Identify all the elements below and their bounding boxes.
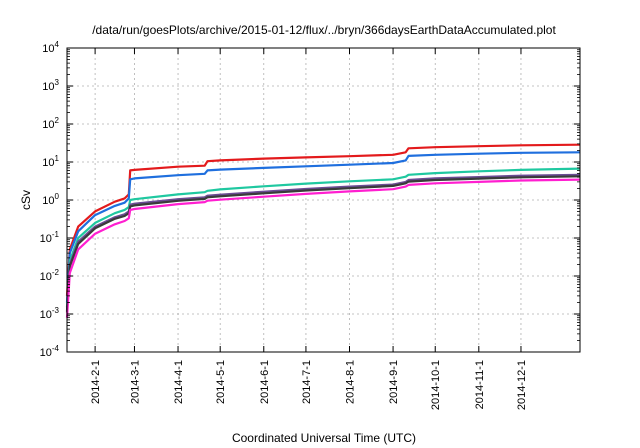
x-tick-label: 2014-6-1	[259, 360, 271, 404]
y-tick-label: 102	[42, 116, 59, 131]
y-tick-exponent: 2	[55, 116, 60, 125]
x-tick-label: 2014-4-1	[173, 360, 185, 404]
y-tick-base: 10	[40, 347, 52, 359]
y-tick-label: 103	[42, 78, 59, 93]
y-tick-exponent: 4	[55, 40, 60, 49]
series-line	[65, 143, 581, 296]
chart-title: /data/run/goesPlots/archive/2015-01-12/f…	[92, 23, 556, 37]
y-tick-exponent: 3	[55, 78, 60, 87]
y-tick-exponent: 1	[55, 154, 60, 163]
y-tick-base: 10	[42, 157, 54, 169]
series-line	[65, 167, 581, 308]
x-axis: 2014-2-1 2014-3-1 2014-4-1 2014-5-1 2014-6-1…	[90, 48, 528, 410]
y-tick-exponent: -1	[52, 230, 60, 239]
y-tick-base: 10	[42, 119, 54, 131]
y-tick-base: 10	[40, 233, 52, 245]
y-tick-label: 10-2	[40, 268, 60, 283]
series-line	[65, 151, 581, 303]
x-axis-label: Coordinated Universal Time (UTC)	[232, 431, 416, 445]
x-tick-label: 2014-2-1	[90, 360, 102, 404]
y-tick-base: 10	[42, 195, 54, 207]
y-tick-label: 10-4	[40, 344, 60, 359]
y-tick-exponent: -3	[52, 306, 60, 315]
series-line	[65, 175, 581, 313]
y-tick-base: 10	[40, 309, 52, 321]
y-tick-label: 101	[42, 154, 59, 169]
x-tick-label: 2014-11-1	[474, 360, 486, 409]
y-axis-label: cSv	[19, 190, 33, 210]
x-tick-label: 2014-9-1	[388, 360, 400, 404]
x-tick-label: 2014-5-1	[215, 360, 227, 404]
x-tick-label: 2014-3-1	[129, 360, 141, 404]
series-line	[65, 178, 581, 318]
grid	[67, 47, 580, 353]
x-tick-label: 2014-8-1	[345, 360, 357, 404]
y-tick-label: 104	[42, 40, 59, 55]
x-tick-label: 2014-12-1	[516, 360, 528, 410]
y-tick-base: 10	[42, 81, 54, 93]
y-tick-label: 100	[42, 192, 59, 207]
series-line	[65, 173, 581, 312]
y-tick-label: 10-3	[40, 306, 60, 321]
y-tick-exponent: -4	[52, 344, 60, 353]
y-tick-base: 10	[42, 43, 54, 55]
series-group	[65, 143, 581, 318]
x-tick-label: 2014-7-1	[301, 360, 313, 404]
y-tick-label: 10-1	[40, 230, 60, 245]
y-tick-exponent: -2	[52, 268, 60, 277]
x-tick-label: 2014-10-1	[430, 360, 442, 410]
y-tick-base: 10	[40, 271, 52, 283]
y-tick-exponent: 0	[55, 192, 60, 201]
